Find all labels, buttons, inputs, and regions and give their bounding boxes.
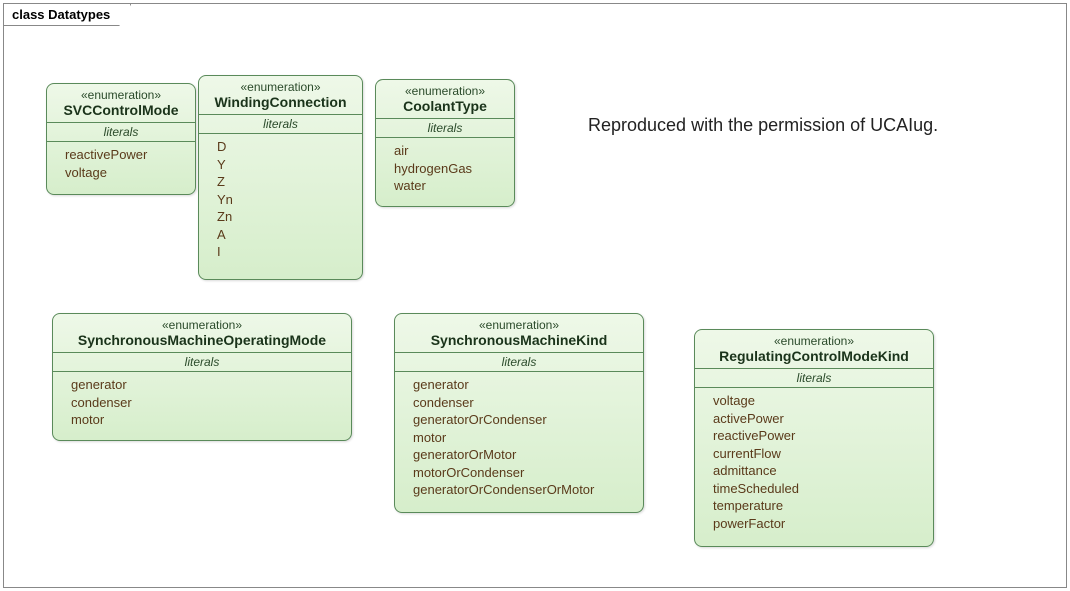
literals-section-label: literals	[695, 369, 933, 388]
literal-item: Yn	[217, 191, 356, 209]
stereotype-label: «enumeration»	[701, 334, 927, 348]
literals-list: airhydrogenGaswater	[376, 138, 514, 203]
literals-list: DYZYnZnAI	[199, 134, 362, 269]
literal-item: motor	[71, 411, 345, 429]
enum-rcmk: «enumeration»RegulatingControlModeKindli…	[694, 329, 934, 547]
literal-item: generatorOrMotor	[413, 446, 637, 464]
literals-list: reactivePowervoltage	[47, 142, 195, 189]
stereotype-label: «enumeration»	[53, 88, 189, 102]
stereotype-label: «enumeration»	[59, 318, 345, 332]
literal-item: A	[217, 226, 356, 244]
stereotype-label: «enumeration»	[205, 80, 356, 94]
enum-name: SynchronousMachineKind	[401, 332, 637, 348]
literal-item: admittance	[713, 462, 927, 480]
enum-name: CoolantType	[382, 98, 508, 114]
literal-item: condenser	[71, 394, 345, 412]
literal-item: D	[217, 138, 356, 156]
literal-item: reactivePower	[713, 427, 927, 445]
literal-item: hydrogenGas	[394, 160, 508, 178]
enum-header: «enumeration»RegulatingControlModeKind	[695, 330, 933, 369]
enum-header: «enumeration»SynchronousMachineKind	[395, 314, 643, 353]
literal-item: Z	[217, 173, 356, 191]
enum-winding: «enumeration»WindingConnectionliteralsDY…	[198, 75, 363, 280]
enum-name: WindingConnection	[205, 94, 356, 110]
literal-item: generatorOrCondenserOrMotor	[413, 481, 637, 499]
literal-item: reactivePower	[65, 146, 189, 164]
literals-list: voltageactivePowerreactivePowercurrentFl…	[695, 388, 933, 540]
literal-item: water	[394, 177, 508, 195]
literal-item: generatorOrCondenser	[413, 411, 637, 429]
enum-smk: «enumeration»SynchronousMachineKindliter…	[394, 313, 644, 513]
enum-header: «enumeration»SynchronousMachineOperating…	[53, 314, 351, 353]
literals-section-label: literals	[199, 115, 362, 134]
enum-name: SynchronousMachineOperatingMode	[59, 332, 345, 348]
literal-item: motor	[413, 429, 637, 447]
diagram-canvas: class Datatypes Reproduced with the perm…	[0, 0, 1070, 591]
literals-section-label: literals	[47, 123, 195, 142]
literals-section-label: literals	[376, 119, 514, 138]
enum-svc: «enumeration»SVCControlModeliteralsreact…	[46, 83, 196, 195]
stereotype-label: «enumeration»	[401, 318, 637, 332]
literal-item: voltage	[65, 164, 189, 182]
stereotype-label: «enumeration»	[382, 84, 508, 98]
literal-item: Y	[217, 156, 356, 174]
enum-name: RegulatingControlModeKind	[701, 348, 927, 364]
literal-item: condenser	[413, 394, 637, 412]
literal-item: Zn	[217, 208, 356, 226]
enum-header: «enumeration»CoolantType	[376, 80, 514, 119]
literal-item: motorOrCondenser	[413, 464, 637, 482]
literals-section-label: literals	[53, 353, 351, 372]
literal-item: voltage	[713, 392, 927, 410]
literal-item: air	[394, 142, 508, 160]
literal-item: generator	[413, 376, 637, 394]
literal-item: generator	[71, 376, 345, 394]
literals-list: generatorcondensergeneratorOrCondensermo…	[395, 372, 643, 507]
frame-title: class Datatypes	[12, 7, 110, 22]
literal-item: timeScheduled	[713, 480, 927, 498]
enum-header: «enumeration»SVCControlMode	[47, 84, 195, 123]
enum-header: «enumeration»WindingConnection	[199, 76, 362, 115]
permission-note: Reproduced with the permission of UCAIug…	[588, 115, 938, 136]
literal-item: activePower	[713, 410, 927, 428]
enum-smom: «enumeration»SynchronousMachineOperating…	[52, 313, 352, 441]
enum-coolant: «enumeration»CoolantTypeliteralsairhydro…	[375, 79, 515, 207]
literal-item: temperature	[713, 497, 927, 515]
literal-item: I	[217, 243, 356, 261]
enum-name: SVCControlMode	[53, 102, 189, 118]
literal-item: currentFlow	[713, 445, 927, 463]
literals-list: generatorcondensermotor	[53, 372, 351, 437]
permission-note-text: Reproduced with the permission of UCAIug…	[588, 115, 938, 135]
literals-section-label: literals	[395, 353, 643, 372]
frame-title-tab: class Datatypes	[4, 4, 131, 26]
literal-item: powerFactor	[713, 515, 927, 533]
